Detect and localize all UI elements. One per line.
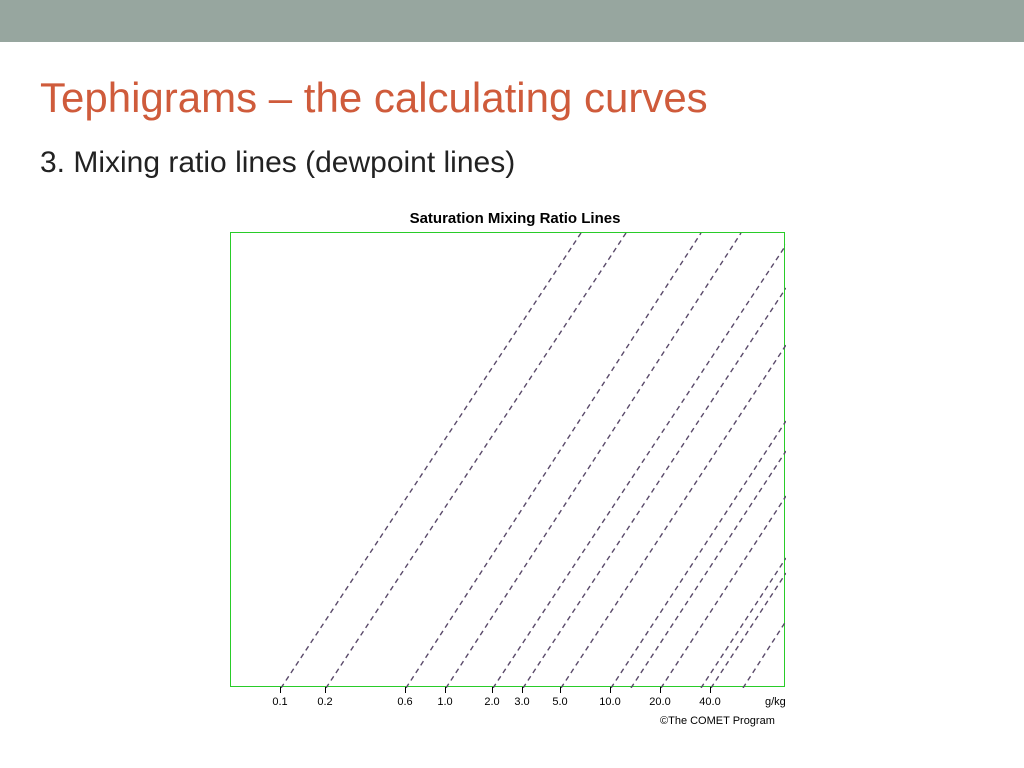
x-tick — [325, 687, 326, 693]
x-tick-label: 3.0 — [507, 696, 537, 708]
x-tick — [445, 687, 446, 693]
x-tick — [710, 687, 711, 693]
x-tick-label: 20.0 — [645, 696, 675, 708]
x-tick-label: 1.0 — [430, 696, 460, 708]
x-tick-label: 0.1 — [265, 696, 295, 708]
x-tick — [492, 687, 493, 693]
chart-container: Saturation Mixing Ratio Lines 0.1 0.2 0.6 1… — [215, 210, 815, 730]
slide: Tephigrams – the calculating curves 3. M… — [0, 0, 1024, 768]
x-tick-label: 5.0 — [545, 696, 575, 708]
x-tick — [660, 687, 661, 693]
slide-subtitle: 3. Mixing ratio lines (dewpoint lines) — [40, 146, 515, 180]
x-tick-label: 10.0 — [595, 696, 625, 708]
x-tick-label: 0.6 — [390, 696, 420, 708]
credit-text: ©The COMET Program — [660, 715, 775, 727]
plot-area — [230, 232, 785, 687]
slide-title: Tephigrams – the calculating curves — [40, 74, 708, 122]
x-axis-unit: g/kg — [765, 696, 786, 708]
x-tick — [522, 687, 523, 693]
x-axis-ticks: 0.1 0.2 0.6 1.0 2.03.0 5.0 10.0 20.0 40.0 — [230, 687, 785, 717]
mixing-ratio-lines — [231, 233, 786, 688]
x-tick-label: 0.2 — [310, 696, 340, 708]
chart-title: Saturation Mixing Ratio Lines — [215, 210, 815, 227]
top-bar — [0, 0, 1024, 42]
x-tick-label: 40.0 — [695, 696, 725, 708]
x-tick — [560, 687, 561, 693]
x-tick — [610, 687, 611, 693]
x-tick — [405, 687, 406, 693]
x-tick — [280, 687, 281, 693]
x-tick-label: 2.0 — [477, 696, 507, 708]
